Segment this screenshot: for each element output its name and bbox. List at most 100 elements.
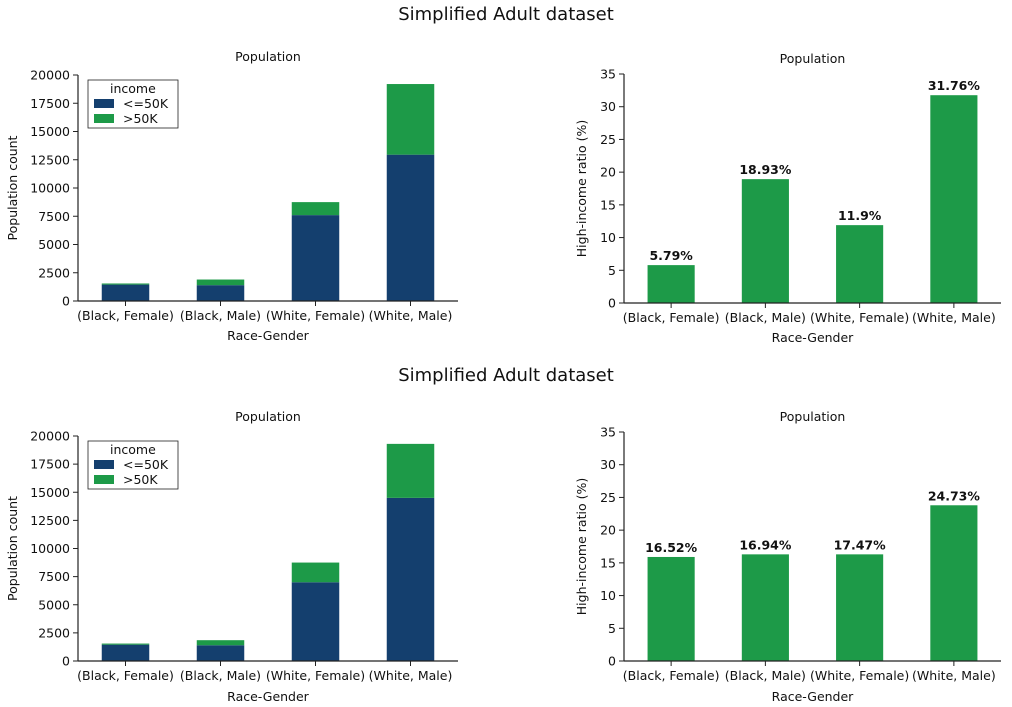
legend-title: income (110, 442, 156, 457)
bar-low-income-1 (101, 284, 150, 301)
y-tick-label: 5000 (38, 237, 70, 252)
y-axis-label: Population count (5, 496, 20, 601)
y-tick-label: 12500 (30, 513, 70, 528)
x-tick-label: (White, Male) (369, 308, 453, 323)
bar-high-income-4 (386, 443, 435, 498)
bar-ratio-2 (741, 179, 789, 303)
bar-low-income-2 (196, 285, 245, 301)
x-axis-label: Race-Gender (772, 330, 855, 345)
y-tick-label: 10000 (30, 181, 70, 196)
x-tick-label: (Black, Male) (180, 668, 261, 683)
x-tick-label: (White, Male) (369, 668, 453, 683)
x-axis-label: Race-Gender (227, 689, 310, 704)
chart-title: Population (780, 51, 846, 66)
x-tick-label: (Black, Male) (725, 310, 806, 325)
bar-high-income-3 (291, 202, 340, 216)
x-tick-label: (White, Female) (266, 308, 365, 323)
x-tick-label: (Black, Male) (180, 308, 261, 323)
x-tick-label: (White, Female) (810, 310, 909, 325)
legend-entry: <=50K (123, 96, 169, 111)
x-tick-label: (Black, Female) (623, 310, 720, 325)
bar-ratio-4 (930, 505, 978, 661)
y-tick-label: 35 (600, 67, 616, 82)
bar-low-income-1 (101, 644, 150, 661)
chart-title: Population (235, 409, 301, 424)
y-tick-label: 15 (600, 197, 616, 212)
figure-title-bottom: Simplified Adult dataset (398, 365, 614, 386)
data-label: 17.47% (834, 537, 887, 552)
legend-swatch (94, 114, 114, 123)
data-label: 24.73% (928, 488, 981, 503)
y-tick-label: 15000 (30, 485, 70, 500)
y-tick-label: 2500 (38, 625, 70, 640)
x-tick-label: (White, Female) (810, 668, 909, 683)
y-tick-label: 25 (600, 132, 616, 147)
y-tick-label: 7500 (38, 569, 70, 584)
bar-low-income-2 (196, 645, 245, 661)
y-axis-label: Population count (5, 135, 20, 240)
bar-ratio-3 (836, 554, 884, 661)
y-tick-label: 10 (600, 588, 616, 603)
data-label: 16.52% (645, 540, 698, 555)
legend-swatch (94, 99, 114, 108)
bar-low-income-4 (386, 497, 435, 661)
bar-ratio-3 (836, 225, 884, 303)
x-tick-label: (Black, Female) (623, 668, 720, 683)
x-tick-label: (Black, Male) (725, 668, 806, 683)
legend-entry: <=50K (123, 457, 169, 472)
chart-4: Population 16.52% 16.94% 17.47% 24.73% 0 5 10 15… (574, 409, 1001, 704)
y-axis-label: High-income ratio (%) (574, 120, 589, 257)
x-tick-label: (Black, Female) (77, 668, 174, 683)
y-tick-label: 20000 (30, 429, 70, 444)
bar-ratio-1 (647, 556, 695, 661)
y-tick-label: 17500 (30, 96, 70, 111)
y-tick-label: 0 (62, 294, 70, 309)
chart-3: Population 0 2500 5000 7500 10000 12500 15000 17… (5, 409, 458, 704)
bar-high-income-1 (101, 283, 150, 285)
legend: income<=50K>50K (87, 440, 179, 490)
y-tick-label: 35 (600, 425, 616, 440)
bar-low-income-4 (386, 154, 435, 301)
figure-title-top: Simplified Adult dataset (398, 4, 614, 25)
y-tick-label: 15 (600, 555, 616, 570)
bar-high-income-3 (291, 562, 340, 583)
y-tick-label: 0 (608, 654, 616, 669)
data-label: 11.9% (838, 208, 882, 223)
data-label: 31.76% (928, 78, 981, 93)
y-tick-label: 0 (62, 654, 70, 669)
bar-high-income-2 (196, 640, 245, 646)
y-tick-label: 15000 (30, 124, 70, 139)
y-tick-label: 30 (600, 457, 616, 472)
y-tick-label: 17500 (30, 457, 70, 472)
bar-high-income-4 (386, 84, 435, 155)
legend: income<=50K>50K (87, 79, 179, 129)
bar-high-income-1 (101, 643, 150, 645)
legend-title: income (110, 81, 156, 96)
y-tick-label: 20 (600, 165, 616, 180)
x-tick-label: (White, Male) (912, 668, 996, 683)
x-tick-label: (White, Female) (266, 668, 365, 683)
chart-2: Population 5.79% 18.93% 11.9% 31.76% 0 5 10 15 20… (574, 51, 1001, 345)
y-tick-label: 20000 (30, 68, 70, 83)
x-tick-label: (White, Male) (912, 310, 996, 325)
y-tick-label: 20 (600, 523, 616, 538)
legend-swatch (94, 475, 114, 484)
x-axis-label: Race-Gender (227, 328, 310, 343)
bar-ratio-2 (741, 554, 789, 661)
y-tick-label: 5 (608, 621, 616, 636)
bar-low-income-3 (291, 582, 340, 661)
y-axis-label: High-income ratio (%) (574, 478, 589, 615)
data-label: 18.93% (739, 162, 792, 177)
x-axis-label: Race-Gender (772, 689, 855, 704)
y-tick-label: 5000 (38, 597, 70, 612)
y-tick-label: 10 (600, 230, 616, 245)
y-tick-label: 30 (600, 99, 616, 114)
y-tick-label: 7500 (38, 209, 70, 224)
y-tick-label: 10000 (30, 541, 70, 556)
bar-ratio-4 (930, 95, 978, 304)
legend-entry: >50K (123, 472, 158, 487)
bar-low-income-3 (291, 215, 340, 301)
chart-title: Population (235, 49, 301, 64)
bar-ratio-1 (647, 265, 695, 303)
